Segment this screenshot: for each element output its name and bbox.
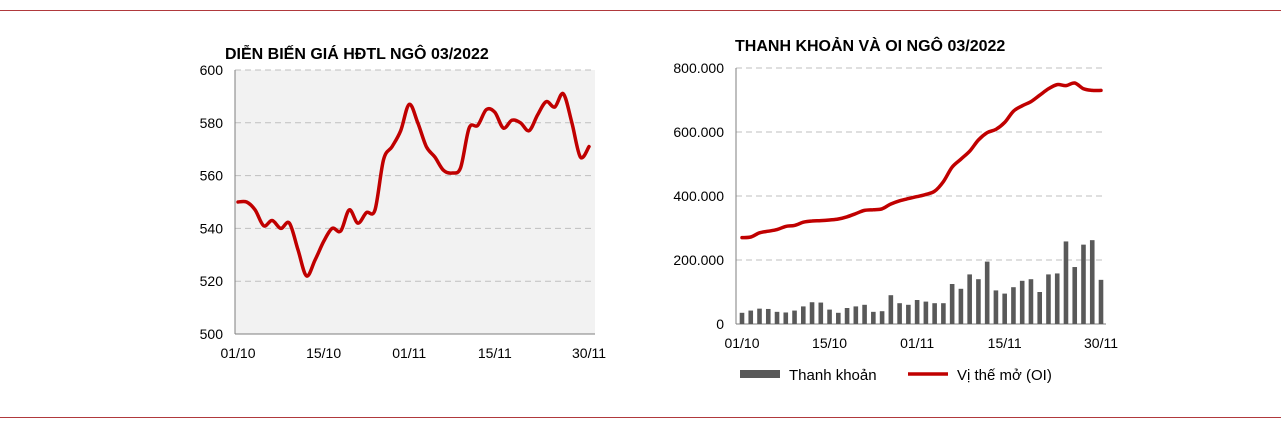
price-y-tick-label: 540 xyxy=(200,220,224,236)
legend-oi-label: Vị thế mở (OI) xyxy=(957,367,1052,384)
bottom-rule xyxy=(0,417,1281,418)
liquidity-bar xyxy=(1019,280,1025,324)
liquidity-bar xyxy=(993,290,999,324)
liquidity-x-tick-label: 30/11 xyxy=(1084,335,1118,351)
price-y-tick-label: 560 xyxy=(200,168,224,184)
liquidity-bar xyxy=(1081,244,1086,324)
liquidity-bar xyxy=(897,303,902,324)
liquidity-bar xyxy=(1028,279,1034,324)
liquidity-bar xyxy=(818,302,824,324)
liquidity-y-tick-label: 800.000 xyxy=(673,60,724,76)
price-chart: DIỄN BIẾN GIÁ HĐTL NGÔ 03/2022 500 520 540… xyxy=(200,44,607,361)
liquidity-bar xyxy=(853,306,859,324)
liquidity-y-tick-label: 600.000 xyxy=(673,124,724,140)
liquidity-bar xyxy=(949,284,955,324)
liquidity-bar xyxy=(984,261,990,324)
liquidity-bar xyxy=(809,302,815,324)
price-chart-title: DIỄN BIẾN GIÁ HĐTL NGÔ 03/2022 xyxy=(225,44,489,63)
liquidity-y-tick-label: 0 xyxy=(716,316,724,332)
liquidity-bar xyxy=(836,312,841,324)
liquidity-oi-chart: THANH KHOẢN VÀ OI NGÔ 03/2022 0 200.000 40… xyxy=(673,36,1118,384)
price-x-tick-label: 30/11 xyxy=(572,345,606,361)
price-y-tick-label: 580 xyxy=(200,115,224,131)
price-y-tick-label: 500 xyxy=(200,326,224,342)
liquidity-bar xyxy=(1072,267,1078,324)
liquidity-bar xyxy=(923,301,929,324)
price-x-tick-label: 15/10 xyxy=(306,345,341,361)
liquidity-bar xyxy=(1002,293,1007,324)
liquidity-bar xyxy=(1011,287,1016,324)
liquidity-bar xyxy=(906,304,911,324)
liquidity-bar xyxy=(932,303,937,324)
price-x-tick-label: 01/11 xyxy=(392,345,426,361)
liquidity-bar xyxy=(783,312,789,324)
price-series-line xyxy=(236,91,591,278)
liquidity-bar xyxy=(739,312,745,324)
liquidity-bar xyxy=(757,308,762,324)
liquidity-bar xyxy=(1046,274,1051,324)
liquidity-bar xyxy=(976,279,981,324)
price-y-tick-label: 600 xyxy=(200,62,224,78)
price-y-tick-label: 520 xyxy=(200,273,224,289)
liquidity-bar xyxy=(1098,279,1104,324)
price-x-tick-label: 15/11 xyxy=(478,345,512,361)
liquidity-bar xyxy=(871,311,876,324)
liquidity-bar xyxy=(792,310,797,324)
top-rule xyxy=(0,10,1281,11)
liquidity-x-tick-label: 01/10 xyxy=(724,335,759,351)
liquidity-bar xyxy=(862,304,867,324)
liquidity-bar xyxy=(1089,240,1095,324)
liquidity-x-tick-label: 15/10 xyxy=(812,335,847,351)
liquidity-bar xyxy=(888,295,894,324)
liquidity-bar xyxy=(967,274,972,324)
liquidity-bar xyxy=(1063,241,1069,324)
liquidity-bar xyxy=(748,310,754,324)
liquidity-bar xyxy=(800,306,806,324)
legend-bar-swatch xyxy=(740,370,780,378)
liquidity-bar xyxy=(827,309,832,324)
liquidity-x-tick-label: 15/11 xyxy=(988,335,1022,351)
liquidity-y-tick-label: 200.000 xyxy=(673,252,724,268)
liquidity-x-tick-label: 01/11 xyxy=(900,335,934,351)
liquidity-bar xyxy=(765,308,771,324)
oi-series-line xyxy=(740,81,1103,240)
liquidity-bar xyxy=(879,311,885,324)
price-x-tick-label: 01/10 xyxy=(220,345,255,361)
legend-liquidity-label: Thanh khoản xyxy=(789,367,877,384)
liquidity-bar xyxy=(941,303,946,324)
liquidity-bar xyxy=(958,288,964,324)
liquidity-bar xyxy=(914,300,920,324)
liquidity-bar xyxy=(1037,292,1043,324)
liquidity-bar xyxy=(1054,273,1060,324)
liquidity-bar xyxy=(844,308,850,324)
liquidity-bar xyxy=(774,311,780,324)
liquidity-oi-chart-title: THANH KHOẢN VÀ OI NGÔ 03/2022 xyxy=(735,36,1005,55)
liquidity-y-tick-label: 400.000 xyxy=(673,188,724,204)
